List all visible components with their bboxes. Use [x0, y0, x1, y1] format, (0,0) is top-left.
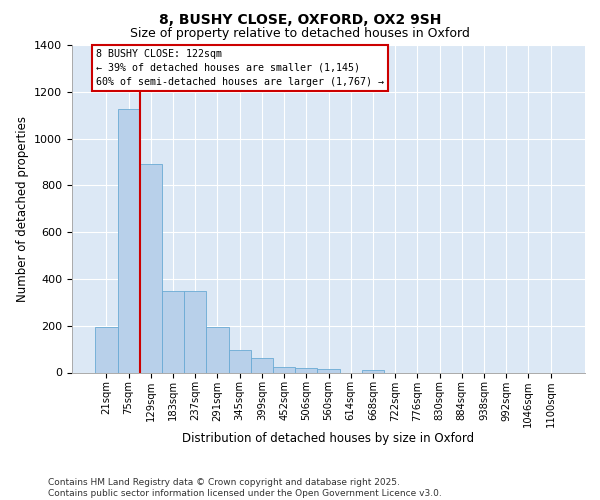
Bar — [206, 327, 229, 372]
Bar — [251, 358, 273, 372]
Y-axis label: Number of detached properties: Number of detached properties — [16, 116, 29, 302]
X-axis label: Distribution of detached houses by size in Oxford: Distribution of detached houses by size … — [182, 432, 475, 445]
Bar — [229, 350, 251, 372]
Text: Contains HM Land Registry data © Crown copyright and database right 2025.
Contai: Contains HM Land Registry data © Crown c… — [48, 478, 442, 498]
Bar — [140, 164, 162, 372]
Bar — [362, 370, 384, 372]
Bar — [317, 369, 340, 372]
Bar — [95, 327, 118, 372]
Bar — [184, 290, 206, 372]
Bar — [295, 368, 317, 372]
Bar — [162, 290, 184, 372]
Text: Size of property relative to detached houses in Oxford: Size of property relative to detached ho… — [130, 28, 470, 40]
Bar — [118, 110, 140, 372]
Text: 8 BUSHY CLOSE: 122sqm
← 39% of detached houses are smaller (1,145)
60% of semi-d: 8 BUSHY CLOSE: 122sqm ← 39% of detached … — [97, 48, 385, 86]
Text: 8, BUSHY CLOSE, OXFORD, OX2 9SH: 8, BUSHY CLOSE, OXFORD, OX2 9SH — [159, 12, 441, 26]
Bar — [273, 368, 295, 372]
